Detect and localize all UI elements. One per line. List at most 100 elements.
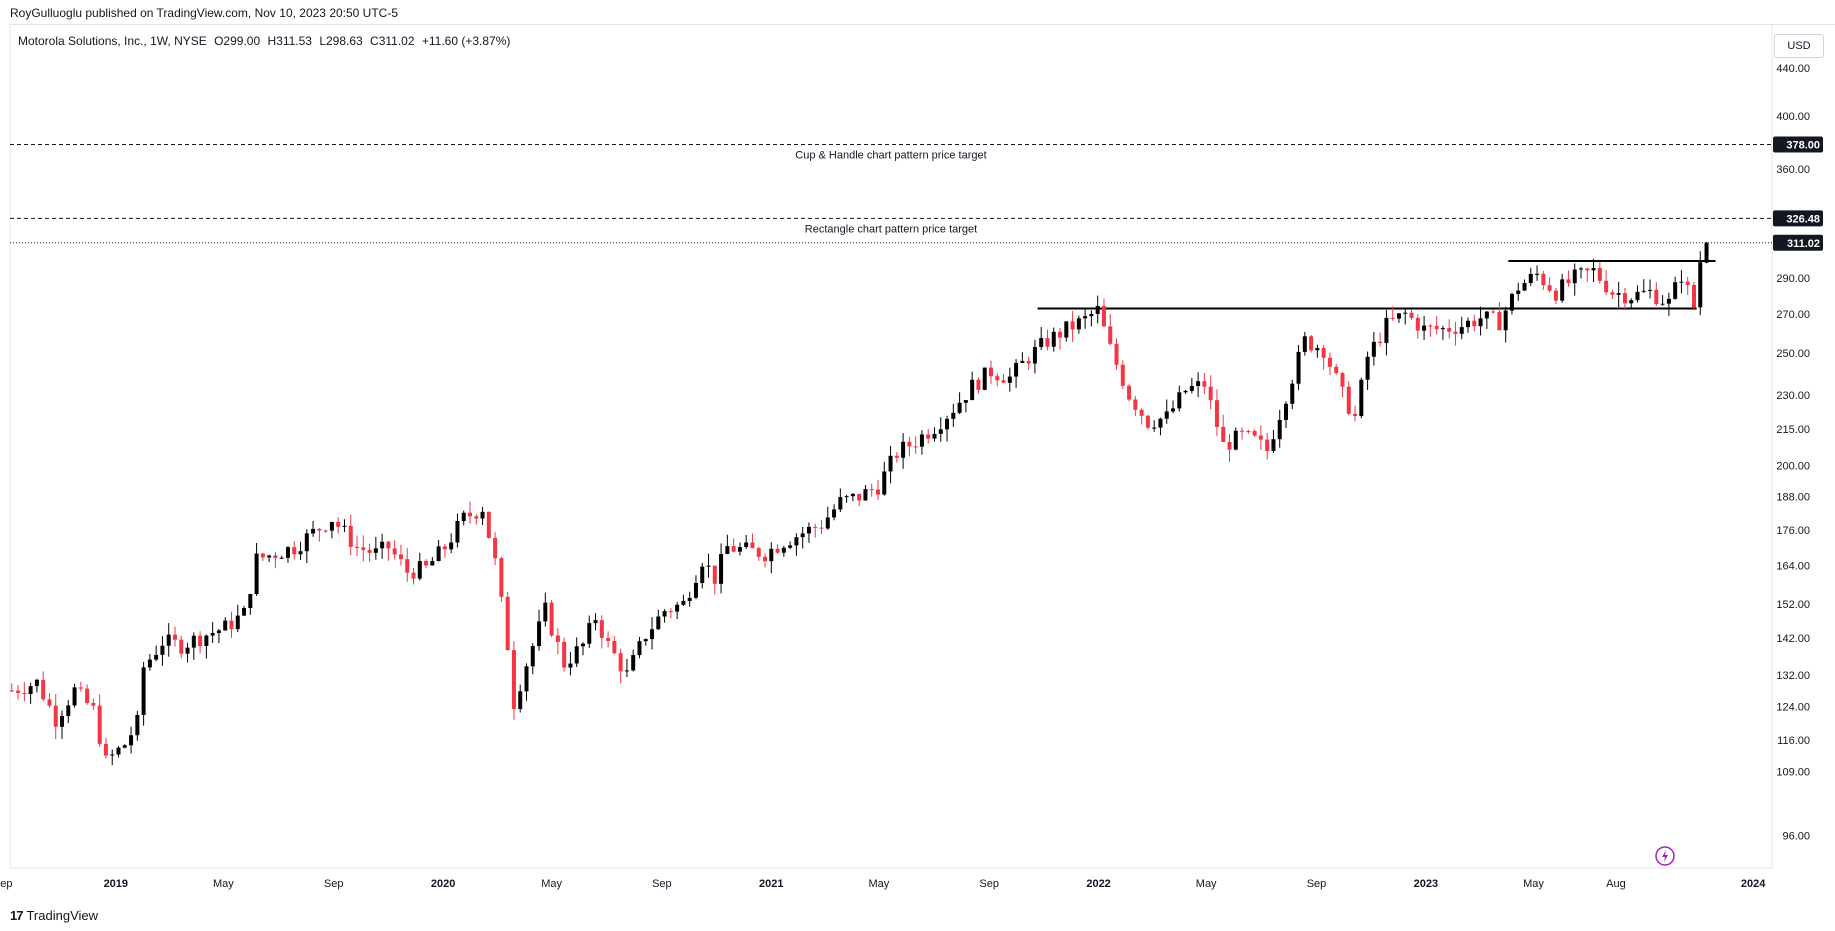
candle-body (668, 611, 673, 613)
x-tick-label: Aug (1606, 878, 1626, 890)
price-level-label: 378.00 (1786, 139, 1820, 151)
candle-body (825, 517, 830, 529)
candle-body (355, 546, 360, 548)
candle-body (1535, 273, 1540, 275)
candle-body (1139, 409, 1144, 416)
candle-body (549, 602, 554, 636)
candle-body (687, 597, 692, 601)
candle-body (1064, 321, 1069, 338)
x-tick-label: 2020 (431, 878, 455, 890)
candle-body (1641, 290, 1646, 292)
candle-body (1039, 338, 1044, 348)
candle-body (254, 553, 259, 595)
candle-body (235, 615, 240, 630)
candle-body (844, 496, 849, 498)
candle-body (1522, 282, 1527, 291)
price-level-annotation: Cup & Handle chart pattern price target (795, 149, 986, 161)
candle-body (1403, 312, 1408, 314)
candle-body (285, 547, 290, 558)
candle-body (1114, 343, 1119, 365)
candle-body (1020, 360, 1025, 363)
candle-body (1566, 279, 1571, 284)
candle-body (85, 688, 90, 703)
candle-body (995, 376, 1000, 381)
candle-body (1032, 347, 1037, 364)
candle-body (28, 686, 33, 694)
y-tick-label: 124.00 (1776, 701, 1810, 713)
candle-body (480, 511, 485, 519)
y-tick-label: 250.00 (1776, 348, 1810, 360)
candle-body (744, 542, 749, 548)
candle-body (505, 596, 510, 651)
y-tick-label: 188.00 (1776, 492, 1810, 504)
candle-body (1428, 325, 1433, 327)
candle-body (599, 620, 604, 638)
candle-body (643, 639, 648, 642)
candle-body (122, 745, 127, 748)
candle-body (1434, 325, 1439, 330)
x-tick-label: May (869, 878, 890, 890)
candle-body (1164, 411, 1169, 419)
candle-body (329, 521, 334, 531)
candle-body (1334, 366, 1339, 374)
candle-body (1365, 356, 1370, 380)
x-tick-label: 2019 (104, 878, 128, 890)
candle-body (662, 611, 667, 617)
x-tick-label: Sep (979, 878, 999, 890)
x-tick-label: May (1196, 878, 1217, 890)
candle-body (298, 551, 303, 555)
alert-lightning-icon[interactable] (1655, 846, 1675, 866)
candle-body (248, 594, 253, 609)
candle-body (1560, 279, 1565, 301)
y-tick-label: 132.00 (1776, 670, 1810, 682)
candle-body (800, 533, 805, 538)
candle-body (681, 600, 686, 605)
candle-body (1221, 426, 1226, 443)
candle-body (938, 429, 943, 434)
y-tick-label: 176.00 (1776, 525, 1810, 537)
candle-body (624, 670, 629, 672)
candle-body (1152, 427, 1157, 429)
candle-body (926, 434, 931, 439)
currency-button[interactable]: USD (1774, 34, 1824, 58)
x-tick-label: Sep (324, 878, 344, 890)
candle-body (1666, 298, 1671, 304)
candle-body (1271, 439, 1276, 452)
candle-body (719, 553, 724, 584)
candle-body (919, 434, 924, 447)
candle-body (857, 493, 862, 501)
candle-body (1447, 328, 1452, 332)
candle-body (1283, 403, 1288, 420)
candle-body (129, 735, 134, 746)
candle-body (97, 705, 102, 744)
candle-body (1698, 262, 1703, 308)
price-level-label: 311.02 (1787, 238, 1820, 250)
candle-body (279, 557, 284, 559)
y-tick-label: 109.00 (1776, 766, 1810, 778)
candle-body (442, 546, 447, 550)
candle-body (1466, 320, 1471, 328)
candle-body (1679, 281, 1684, 283)
candle-body (781, 547, 786, 553)
candle-body (574, 646, 579, 664)
candle-body (1459, 327, 1464, 334)
candle-body (1202, 381, 1207, 387)
candle-body (1240, 430, 1245, 432)
y-tick-label: 200.00 (1776, 460, 1810, 472)
candle-body (1302, 336, 1307, 352)
candle-body (606, 637, 611, 641)
candle-body (518, 691, 523, 709)
candle-body (1585, 268, 1590, 271)
candle-body (524, 666, 529, 692)
candle-body (907, 441, 912, 447)
candle-body (216, 630, 221, 633)
candle-body (53, 705, 58, 727)
candle-body (41, 679, 46, 700)
candle-body (832, 509, 837, 518)
legend-high: H311.53 (267, 34, 312, 48)
candle-body (1629, 300, 1634, 304)
candle-body (819, 527, 824, 529)
candle-body (486, 511, 491, 538)
candle-body (1572, 269, 1577, 284)
